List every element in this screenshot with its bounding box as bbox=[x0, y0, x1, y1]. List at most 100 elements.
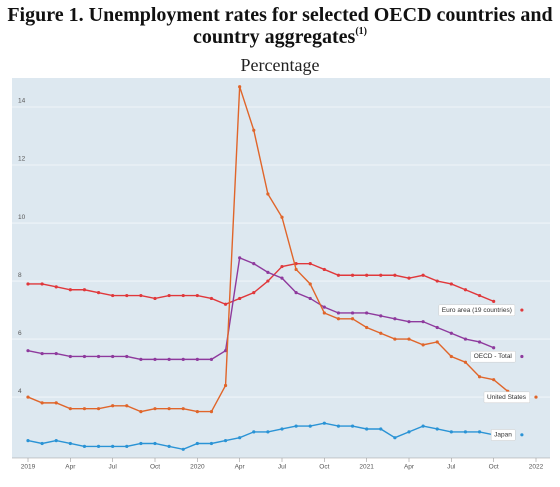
series-label-text: United States bbox=[487, 394, 527, 401]
point bbox=[167, 293, 171, 298]
point bbox=[139, 409, 143, 414]
point bbox=[238, 436, 242, 440]
point bbox=[421, 320, 425, 324]
series-label: OECD - Total bbox=[470, 350, 516, 363]
point bbox=[463, 288, 468, 292]
point bbox=[294, 424, 298, 428]
point bbox=[322, 421, 326, 425]
point bbox=[209, 409, 214, 414]
title-note: (1) bbox=[355, 26, 368, 37]
point bbox=[111, 293, 115, 298]
point bbox=[421, 343, 425, 347]
series-label: Euro area (19 countries) bbox=[438, 304, 516, 317]
point bbox=[350, 273, 355, 277]
point bbox=[167, 444, 171, 448]
point bbox=[322, 311, 326, 315]
y-tick-label: 6 bbox=[18, 330, 22, 337]
point bbox=[223, 383, 228, 388]
y-tick-label: 10 bbox=[18, 214, 26, 221]
point bbox=[96, 291, 101, 295]
point bbox=[534, 395, 538, 399]
series-label: Japan bbox=[490, 429, 516, 441]
point bbox=[266, 192, 270, 196]
point bbox=[294, 262, 298, 266]
point bbox=[68, 354, 72, 359]
point bbox=[435, 340, 439, 344]
point bbox=[96, 444, 101, 448]
series-label-box bbox=[470, 350, 516, 363]
point bbox=[421, 273, 425, 277]
point bbox=[449, 430, 453, 434]
point bbox=[238, 296, 242, 301]
point bbox=[96, 354, 101, 359]
point bbox=[280, 427, 284, 431]
series-label-box bbox=[490, 429, 516, 441]
x-tick-label: Oct bbox=[489, 464, 499, 471]
point bbox=[336, 311, 341, 315]
point bbox=[125, 293, 129, 298]
point bbox=[492, 299, 496, 303]
chart-subtitle: Percentage bbox=[240, 55, 320, 75]
point bbox=[266, 430, 270, 434]
x-tick-label: 2021 bbox=[359, 464, 374, 471]
x-tick-label: 2020 bbox=[190, 464, 205, 471]
point bbox=[153, 441, 157, 446]
point bbox=[379, 331, 383, 335]
point bbox=[393, 436, 397, 440]
point bbox=[294, 267, 298, 272]
point bbox=[393, 273, 397, 277]
x-tick-label: Apr bbox=[65, 464, 76, 471]
point bbox=[421, 424, 425, 428]
point bbox=[308, 424, 312, 428]
point bbox=[54, 351, 58, 356]
point bbox=[365, 273, 369, 277]
point bbox=[181, 447, 185, 451]
point bbox=[435, 325, 439, 330]
point bbox=[520, 433, 524, 437]
point bbox=[322, 267, 326, 272]
point bbox=[111, 404, 115, 408]
point bbox=[181, 293, 185, 298]
point bbox=[379, 427, 383, 431]
point bbox=[280, 276, 284, 280]
point bbox=[252, 291, 256, 295]
point bbox=[238, 256, 242, 260]
point bbox=[463, 360, 468, 364]
point bbox=[407, 320, 411, 324]
point bbox=[96, 407, 101, 411]
point bbox=[308, 296, 312, 301]
point bbox=[393, 317, 397, 321]
point bbox=[26, 282, 30, 286]
series-label: United States bbox=[483, 391, 530, 404]
point bbox=[82, 444, 87, 448]
point bbox=[40, 401, 44, 405]
point bbox=[223, 302, 228, 306]
x-tick-label: 2022 bbox=[529, 464, 544, 471]
point bbox=[181, 407, 185, 411]
point bbox=[40, 282, 44, 286]
point bbox=[407, 276, 411, 280]
point bbox=[26, 395, 30, 399]
x-tick-label: 2019 bbox=[21, 464, 36, 471]
point bbox=[195, 441, 199, 446]
point bbox=[82, 354, 87, 359]
point bbox=[252, 262, 256, 266]
point bbox=[54, 285, 58, 289]
point bbox=[111, 444, 115, 448]
point bbox=[266, 279, 270, 283]
point bbox=[435, 279, 439, 283]
x-tick-label: Apr bbox=[235, 464, 246, 471]
series-label-text: Japan bbox=[494, 432, 512, 439]
point bbox=[407, 337, 411, 341]
y-tick-label: 14 bbox=[18, 98, 26, 105]
point bbox=[153, 357, 157, 361]
point bbox=[477, 340, 482, 344]
point bbox=[40, 441, 44, 446]
point bbox=[350, 311, 355, 315]
point bbox=[111, 354, 115, 359]
x-tick-label: Oct bbox=[319, 464, 329, 471]
point bbox=[449, 331, 453, 335]
point bbox=[195, 409, 199, 414]
y-tick-label: 8 bbox=[18, 272, 22, 279]
point bbox=[82, 407, 87, 411]
